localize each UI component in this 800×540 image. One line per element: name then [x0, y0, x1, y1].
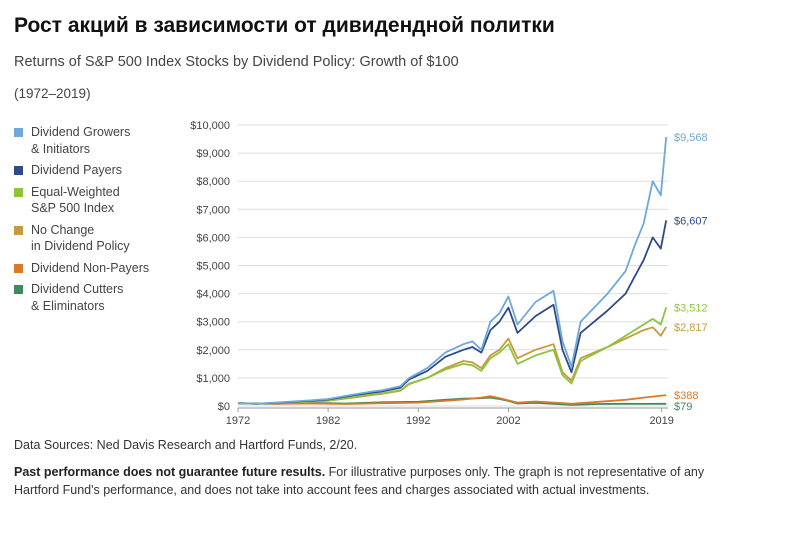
series-end-label: $388 [674, 390, 698, 402]
legend-swatch [14, 285, 23, 294]
y-tick-label: $7,000 [196, 204, 230, 216]
legend-item: Dividend Cutters & Eliminators [14, 281, 194, 314]
y-tick-label: $3,000 [196, 317, 230, 329]
series-line [237, 220, 668, 405]
disclaimer: Past performance does not guarantee futu… [14, 463, 734, 499]
legend-label: Equal-Weighted S&P 500 Index [31, 184, 120, 216]
series-line [237, 394, 667, 405]
series-end-label: $2,817 [674, 322, 708, 334]
legend-swatch [14, 128, 23, 137]
legend-label: Dividend Non-Payers [31, 260, 150, 275]
y-tick-label: $9,000 [196, 148, 230, 160]
y-tick-label: $8,000 [196, 176, 230, 188]
y-tick-label: $0 [218, 401, 230, 413]
chart-subtitle: (1972–2019) [14, 86, 91, 101]
y-tick-label: $5,000 [196, 261, 230, 273]
legend-swatch [14, 263, 23, 273]
y-tick-label: $6,000 [196, 232, 230, 244]
legend-label: No Change in Dividend Policy [31, 222, 130, 254]
line-chart: $0 $1,000 $2,000 $3,000 $4,000 $5,000 $6,000 $7… [190, 120, 708, 427]
series-end-label: $6,607 [674, 215, 708, 227]
x-tick-label: 1992 [406, 415, 430, 427]
legend-swatch [14, 166, 23, 175]
legend-label: Dividend Payers [31, 163, 123, 177]
series-end-label: $3,512 [674, 302, 708, 314]
x-tick-label: 2019 [649, 415, 673, 427]
series-line [237, 326, 667, 405]
legend-item: Dividend Growers & Initiators [14, 124, 194, 157]
y-tick-label: $10,000 [190, 120, 230, 132]
x-tick-label: 1972 [226, 415, 250, 427]
series-end-label: $9,568 [674, 132, 708, 144]
x-tick-label: 1982 [316, 415, 340, 427]
data-source-note: Data Sources: Ned Davis Research and Har… [14, 438, 358, 452]
legend-label: Dividend Cutters & Eliminators [31, 282, 124, 313]
legend-item: Dividend Non-Payers [14, 260, 194, 277]
legend-item: No Change in Dividend Policy [14, 222, 194, 255]
y-tick-label: $1,000 [196, 373, 230, 385]
y-tick-label: $2,000 [196, 345, 230, 357]
series-line [237, 307, 668, 405]
y-tick-label: $4,000 [196, 289, 230, 301]
legend-swatch [14, 187, 23, 197]
series-end-label: $79 [674, 401, 692, 413]
series-line [237, 137, 668, 405]
chart-legend: Dividend Growers & Initiators Dividend Pa… [14, 124, 194, 319]
chart-title: Returns of S&P 500 Index Stocks by Divid… [14, 54, 459, 70]
legend-item: Dividend Payers [14, 162, 194, 179]
legend-item: Equal-Weighted S&P 500 Index [14, 184, 194, 217]
disclaimer-text: For illustrative purposes only. The grap… [14, 465, 705, 497]
legend-swatch [14, 225, 23, 235]
page-heading: Рост акций в зависимости от дивидендной … [14, 14, 555, 37]
legend-label: Dividend Growers & Initiators [31, 125, 131, 156]
x-tick-label: 2002 [496, 415, 520, 427]
disclaimer-bold: Past performance does not guarantee futu… [14, 465, 326, 479]
